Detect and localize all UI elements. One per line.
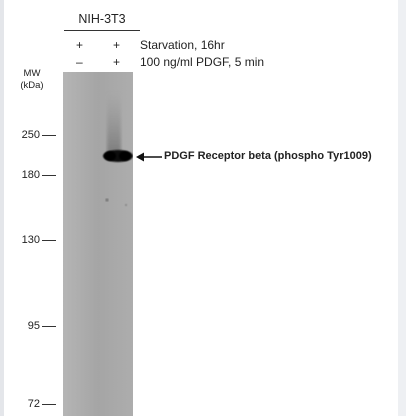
mw-tick-95: [42, 326, 56, 327]
mw-tick-180: [42, 175, 56, 176]
gel-speck: [105, 198, 109, 202]
mw-header-line2: (kDa): [20, 80, 44, 91]
lane2-smear: [107, 92, 121, 156]
mw-header-line1: MW: [23, 68, 41, 79]
mw-tick-130: [42, 240, 56, 241]
left-edge: [0, 0, 4, 416]
band-core-left: [104, 151, 116, 161]
mw-marker-180: 180: [21, 169, 40, 181]
mw-marker-250: 250: [21, 129, 40, 141]
cell-line-underline: [64, 30, 140, 31]
band-core-right: [119, 151, 131, 161]
lane2-starvation-sign: +: [113, 38, 121, 52]
cell-line-label: NIH-3T3: [78, 12, 126, 26]
mw-marker-72: 72: [27, 398, 40, 410]
gel-speck: [124, 203, 128, 207]
lane1-starvation-sign: +: [76, 38, 84, 52]
lane1-pdgf-sign: –: [76, 55, 83, 69]
mw-marker-130: 130: [21, 234, 40, 246]
gel-background: [63, 72, 133, 416]
mw-tick-250: [42, 135, 56, 136]
mw-tick-72: [42, 404, 56, 405]
band-arrow-icon: [136, 152, 162, 162]
lane2-pdgf-sign: +: [113, 55, 121, 69]
mw-header: MW (kDa): [17, 68, 47, 92]
mw-marker-95: 95: [27, 320, 40, 332]
band-label: PDGF Receptor beta (phospho Tyr1009): [164, 150, 372, 162]
condition-starvation: Starvation, 16hr: [140, 38, 225, 52]
condition-pdgf: 100 ng/ml PDGF, 5 min: [140, 55, 265, 69]
right-edge: [398, 0, 406, 416]
western-blot-gel: [63, 72, 133, 416]
